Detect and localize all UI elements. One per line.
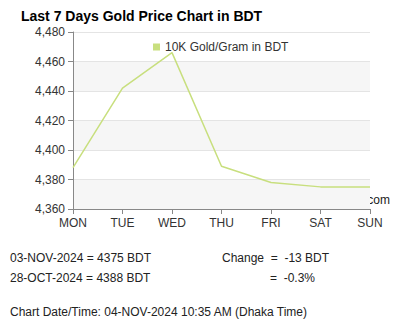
svg-text:= -0.3%: = -0.3% <box>270 271 315 285</box>
svg-text:4,360: 4,360 <box>35 202 65 216</box>
svg-text:Change = -13 BDT: Change = -13 BDT <box>222 251 330 265</box>
svg-text:4,380: 4,380 <box>35 173 65 187</box>
svg-text:MON: MON <box>59 216 87 230</box>
svg-text:WED: WED <box>158 216 186 230</box>
svg-text:4,480: 4,480 <box>35 25 65 39</box>
svg-text:FRI: FRI <box>261 216 280 230</box>
svg-text:SAT: SAT <box>309 216 332 230</box>
svg-text:Chart Date/Time: 04-NOV-2024 1: Chart Date/Time: 04-NOV-2024 10:35 AM (D… <box>10 305 307 319</box>
svg-text:THU: THU <box>209 216 234 230</box>
svg-text:4,420: 4,420 <box>35 114 65 128</box>
svg-text:4,400: 4,400 <box>35 143 65 157</box>
svg-text:4,440: 4,440 <box>35 84 65 98</box>
svg-text:4,460: 4,460 <box>35 55 65 69</box>
svg-text:10K Gold/Gram in BDT: 10K Gold/Gram in BDT <box>165 40 289 54</box>
svg-text:28-OCT-2024 = 4388 BDT: 28-OCT-2024 = 4388 BDT <box>10 271 151 285</box>
svg-text:Last 7 Days Gold Price Chart i: Last 7 Days Gold Price Chart in BDT <box>21 8 263 24</box>
svg-text:SUN: SUN <box>357 216 382 230</box>
svg-text:03-NOV-2024 = 4375 BDT: 03-NOV-2024 = 4375 BDT <box>10 251 152 265</box>
svg-text:TUE: TUE <box>111 216 135 230</box>
